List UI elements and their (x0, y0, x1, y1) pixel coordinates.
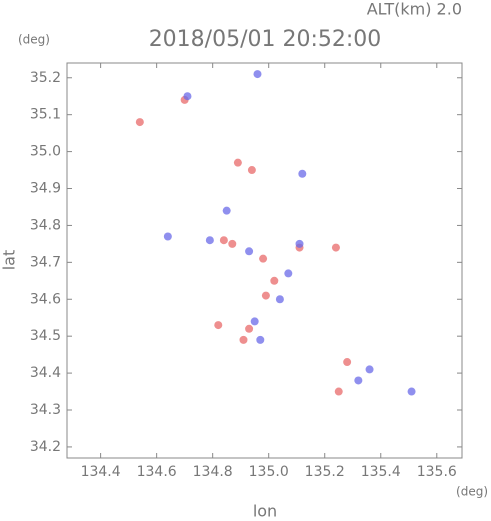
echo-point (228, 239, 237, 248)
echo-point (135, 118, 144, 127)
y-tick-label: 34.5 (30, 328, 61, 344)
echo-point (261, 291, 270, 300)
echo-point (245, 247, 254, 256)
echo-point (365, 365, 374, 374)
y-tick-label: 34.6 (30, 291, 61, 307)
y-axis-label: lat (0, 250, 19, 271)
subtitle: ALT(km) 2.0 (367, 0, 462, 19)
echo-point (222, 206, 231, 215)
echo-point (233, 158, 242, 167)
y-tick-label: 34.2 (30, 439, 61, 455)
y-tick-label: 35.2 (30, 70, 61, 86)
echo-point (247, 166, 256, 175)
y-tick-label: 34.4 (30, 365, 61, 381)
echo-point (331, 243, 340, 252)
x-tick-label: 134.6 (137, 464, 177, 480)
y-tick-label: 34.3 (30, 402, 61, 418)
x-tick-label: 134.8 (193, 464, 233, 480)
echo-point (275, 295, 284, 304)
echo-point (250, 317, 259, 326)
echo-point (253, 70, 262, 79)
echo-point (183, 92, 192, 101)
plot-frame (66, 62, 463, 459)
echo-point (245, 324, 254, 333)
y-tick-label: 35.1 (30, 107, 61, 123)
echo-point (354, 376, 363, 385)
echo-point (343, 358, 352, 367)
y-tick-label: 34.8 (30, 217, 61, 233)
echo-point (219, 236, 228, 245)
y-tick-label: 35.0 (30, 144, 61, 160)
echo-point (284, 269, 293, 278)
echo-point (163, 232, 172, 241)
chart-title: 2018/05/01 20:52:00 (149, 27, 382, 52)
y-tick-label: 34.9 (30, 181, 61, 197)
x-axis-label: lon (253, 502, 277, 521)
echo-point (256, 335, 265, 344)
y-tick-label: 34.7 (30, 254, 61, 270)
echo-point (407, 387, 416, 396)
echo-point (239, 335, 248, 344)
x-tick-label: 135.0 (249, 464, 289, 480)
echo-point (214, 321, 223, 330)
echo-point (205, 236, 214, 245)
echo-point (259, 254, 268, 263)
y-unit: (deg) (18, 33, 50, 47)
echo-point (295, 239, 304, 248)
echo-point (298, 169, 307, 178)
echo-point (270, 276, 279, 285)
x-tick-label: 135.2 (305, 464, 345, 480)
x-tick-label: 134.4 (81, 464, 121, 480)
x-tick-label: 135.4 (361, 464, 401, 480)
x-tick-label: 135.6 (417, 464, 457, 480)
x-unit: (deg) (456, 485, 488, 499)
echo-point (334, 387, 343, 396)
